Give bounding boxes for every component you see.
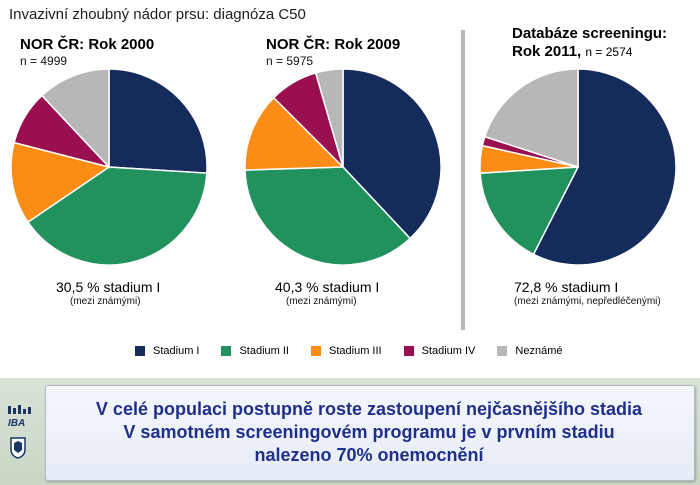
chart-1-slice-stadium-1 — [108, 68, 208, 174]
chart-2-pie — [244, 68, 442, 266]
legend-item-nezname: Neznámé — [497, 345, 562, 357]
chart-1-heading: NOR ČR: Rok 2000 — [20, 36, 155, 53]
chart-2-percent-label: 40,3 % stadium I — [275, 279, 380, 295]
chart-2-n: n = 5975 — [266, 54, 314, 68]
chart-3-slice-nezname — [483, 68, 579, 169]
footer-message-box — [45, 385, 695, 481]
legend-swatch-nezname — [497, 346, 508, 356]
chart-2-heading: NOR ČR: Rok 2009 — [266, 36, 401, 53]
legend-label-stadium-3: Stadium III — [329, 345, 382, 357]
university-seal-icon — [10, 437, 26, 459]
legend-swatch-stadium-1 — [135, 346, 145, 356]
legend-item-stadium-1: Stadium I — [135, 345, 199, 357]
legend-swatch-stadium-4 — [403, 346, 414, 356]
chart-3-percent-label: 72,8 % stadium I — [514, 279, 619, 295]
iba-logo: IBA — [8, 405, 31, 429]
chart-2-slice-stadium-2 — [244, 166, 412, 266]
footer-line-3: nalezeno 70% onemocnění — [254, 445, 484, 465]
iba-logo-text: IBA — [8, 418, 25, 429]
legend-label-stadium-2: Stadium II — [239, 345, 289, 357]
chart-3-slice-stadium-1 — [532, 68, 677, 266]
chart-1-percent-label: 30,5 % stadium I — [56, 279, 161, 295]
chart-2-slice-stadium-1 — [342, 68, 442, 240]
chart-1-n: n = 4999 — [20, 54, 68, 68]
main-title: Invazivní zhoubný nádor prsu: diagnóza C… — [9, 6, 306, 23]
legend-label-stadium-4: Stadium IV — [421, 345, 476, 357]
chart-3-slice-stadium-2 — [479, 166, 580, 256]
legend-item-stadium-4: Stadium IV — [403, 345, 476, 357]
chart-3-year: Rok 2011, — [512, 43, 582, 60]
chart-2-slice-stadium-3 — [244, 96, 345, 171]
footer-line-2: V samotném screeningovém programu je v p… — [123, 422, 615, 442]
footer-line-1: V celé populaci postupně roste zastoupen… — [95, 399, 643, 419]
chart-2-slice-nezname — [314, 68, 344, 168]
chart-3-heading-line2: Rok 2011, n = 2574 — [512, 43, 632, 61]
chart-3-n: n = 2574 — [585, 45, 633, 59]
chart-divider — [461, 30, 465, 330]
chart-3-heading: Databáze screeningu: — [512, 25, 668, 42]
chart-1-note: (mezi známými) — [70, 296, 141, 307]
chart-1-slice-nezname — [40, 68, 110, 169]
legend-label-nezname: Neznámé — [515, 345, 563, 357]
legend-label-stadium-1: Stadium I — [153, 345, 200, 357]
chart-3-pie — [479, 68, 677, 266]
legend-swatch-stadium-2 — [221, 346, 232, 356]
chart-1-pie — [10, 68, 208, 266]
legend-item-stadium-3: Stadium III — [311, 345, 382, 357]
chart-2-note: (mezi známými) — [286, 296, 357, 307]
chart-1-slice-stadium-3 — [10, 141, 111, 224]
legend-item-stadium-2: Stadium II — [221, 345, 289, 357]
legend-swatch-stadium-3 — [311, 346, 321, 356]
chart-1-slice-stadium-2 — [26, 166, 208, 266]
legend: Stadium I Stadium II Stadium III Stadium… — [135, 343, 584, 359]
chart-3-note: (mezi známými, nepředléčenými) — [514, 296, 661, 307]
